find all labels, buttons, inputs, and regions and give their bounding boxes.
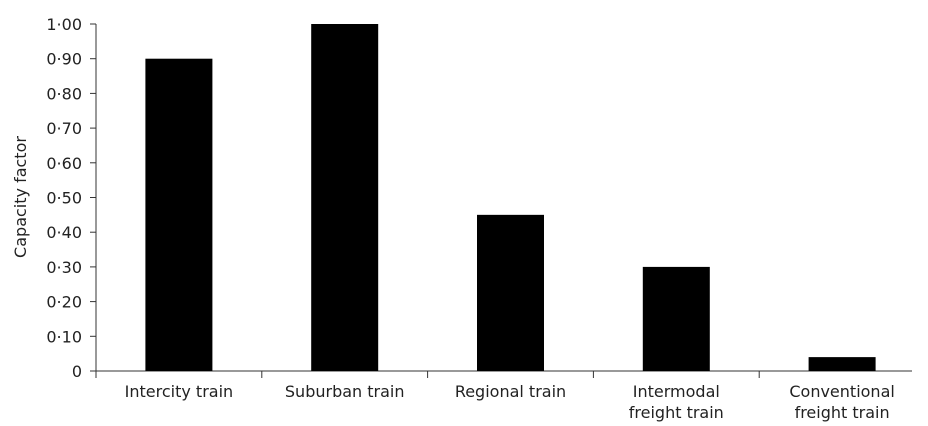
y-tick-label: 0·50 <box>46 189 82 208</box>
x-axis-labels: Intercity train Suburban train Regional tr… <box>125 382 895 422</box>
y-tick-label: 0·70 <box>46 119 82 138</box>
y-tick-label: 0 <box>72 362 82 381</box>
x-category-label: Conventional <box>789 382 894 401</box>
x-category-label: Regional train <box>455 382 566 401</box>
x-axis <box>95 370 912 378</box>
y-tick-label: 0·20 <box>46 293 82 312</box>
y-tick-label: 0·10 <box>46 327 82 346</box>
y-tick-label: 0·30 <box>46 258 82 277</box>
bar <box>311 24 379 371</box>
bar <box>145 58 213 371</box>
y-tick-label: 0·80 <box>46 84 82 103</box>
x-category-label: freight train <box>795 403 890 422</box>
bar <box>477 214 544 371</box>
x-category-label: Intermodal <box>633 382 720 401</box>
y-tick-label: 1·00 <box>46 15 82 34</box>
y-axis: 0 0·10 0·20 0·30 0·40 0·50 0·60 0·70 0·80 0·90 1·0… <box>46 15 97 381</box>
y-tick-label: 0·90 <box>46 50 82 69</box>
y-tick-label: 0·60 <box>46 154 82 173</box>
x-category-label: Intercity train <box>125 382 234 401</box>
x-category-label: freight train <box>629 403 724 422</box>
y-tick-label: 0·40 <box>46 223 82 242</box>
bar <box>808 357 876 371</box>
x-category-label: Suburban train <box>285 382 405 401</box>
y-axis-title: Capacity factor <box>11 136 30 258</box>
bar <box>642 266 710 371</box>
bars <box>145 24 876 371</box>
